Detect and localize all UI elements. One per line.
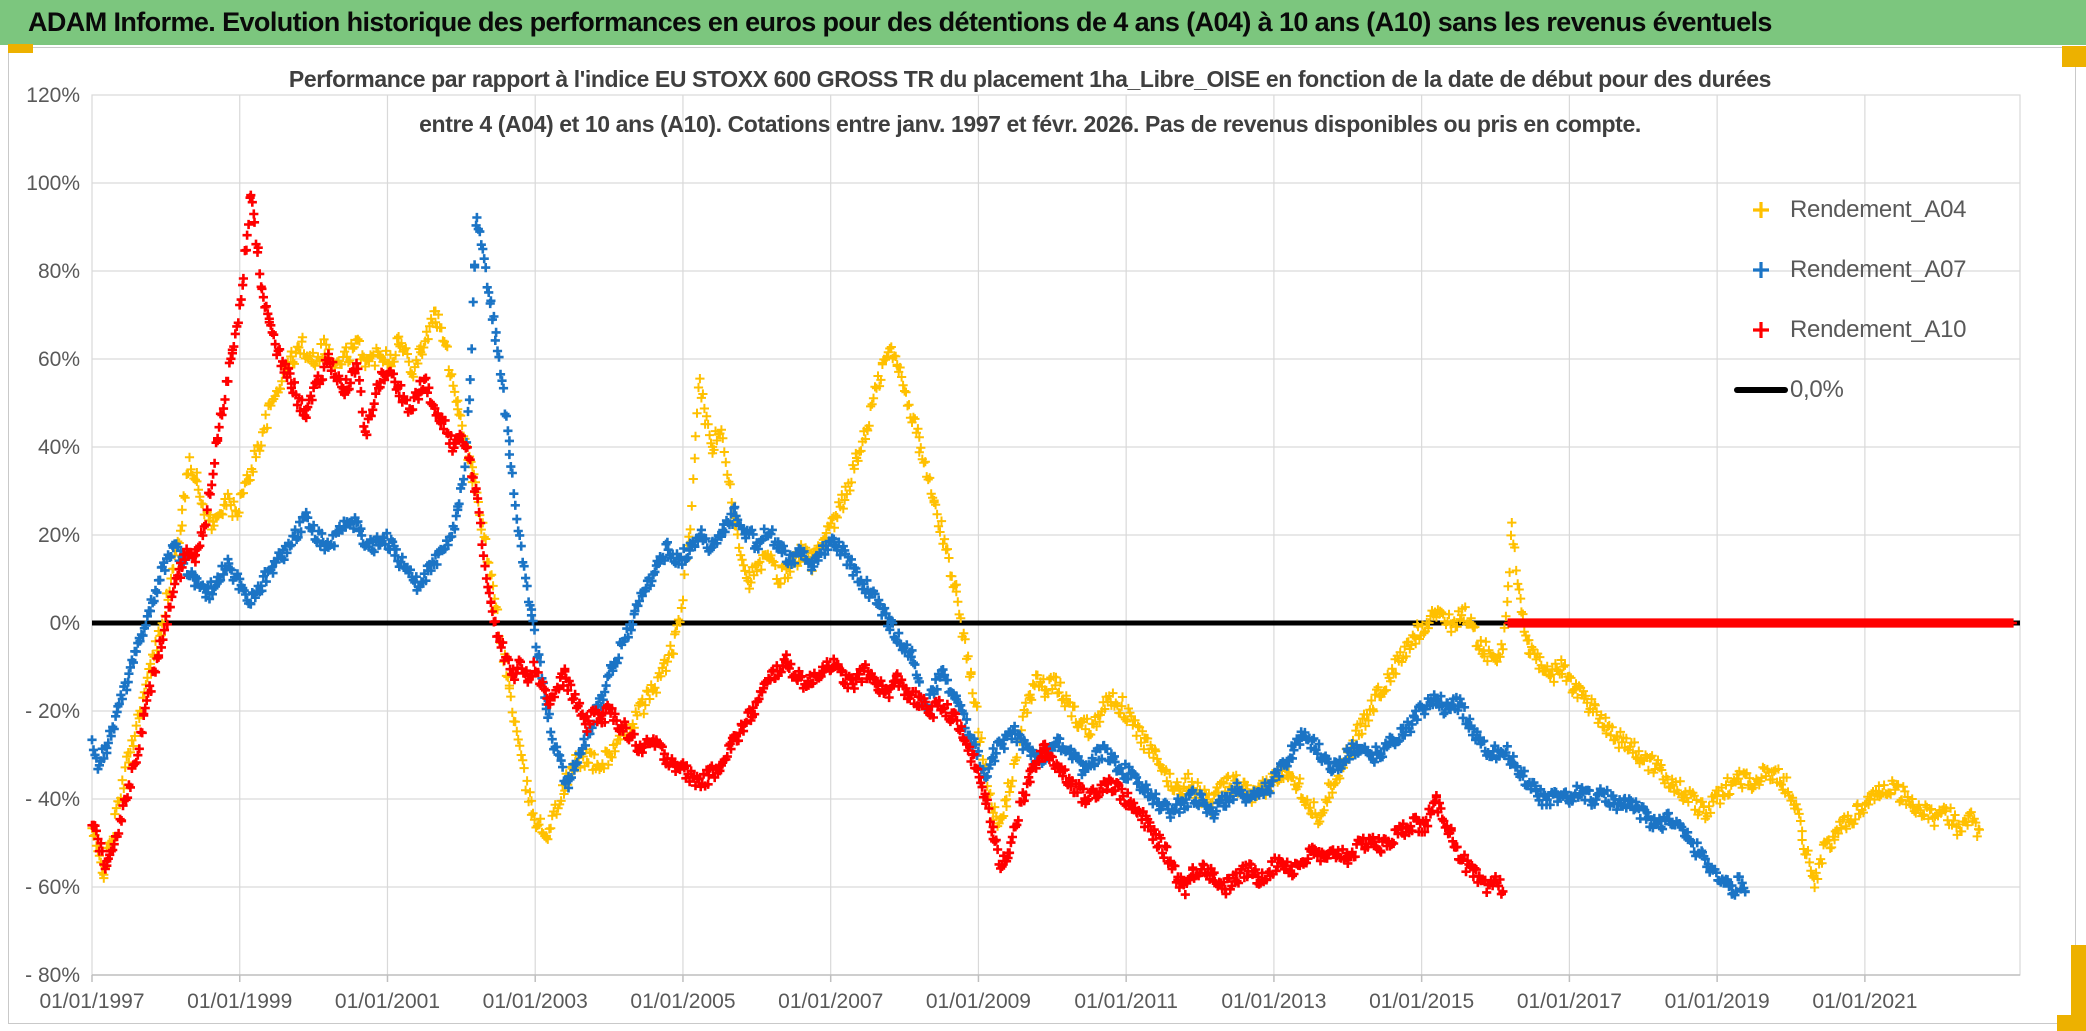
legend-item-rendement-a04[interactable]: Rendement_A04 xyxy=(1734,180,2034,240)
y-tick-label: 80% xyxy=(38,260,80,283)
y-tick-label: - 20% xyxy=(25,700,80,723)
page-title: ADAM Informe. Evolution historique des p… xyxy=(28,7,1772,37)
x-tick-label: 01/01/1997 xyxy=(39,990,144,1013)
zero-line-icon xyxy=(1734,385,1788,395)
y-tick-label: 0% xyxy=(50,612,80,635)
plus-marker-icon xyxy=(1734,259,1788,281)
header-bar: ADAM Informe. Evolution historique des p… xyxy=(0,0,2086,45)
x-tick-label: 01/01/2011 xyxy=(1074,990,1178,1013)
legend-label: Rendement_A04 xyxy=(1790,196,1967,223)
x-tick-label: 01/01/2005 xyxy=(630,990,735,1013)
chart-title: Performance par rapport à l'indice EU ST… xyxy=(95,57,1965,147)
y-tick-label: - 60% xyxy=(25,876,80,899)
legend-item-rendement-a07[interactable]: Rendement_A07 xyxy=(1734,240,2034,300)
series-rendement_a10[interactable] xyxy=(87,190,2017,900)
legend-item-0-0-[interactable]: 0,0% xyxy=(1734,360,2034,420)
x-tick-label: 01/01/2003 xyxy=(483,990,588,1013)
gold-accent-top-left xyxy=(8,44,33,53)
y-tick-label: 120% xyxy=(26,84,80,107)
y-tick-label: 60% xyxy=(38,348,80,371)
y-tick-label: - 40% xyxy=(25,788,80,811)
legend-label: Rendement_A07 xyxy=(1790,256,1967,283)
gold-accent-bottom-right-foot xyxy=(2057,1015,2086,1031)
chart-legend: Rendement_A04 Rendement_A07 Rendement_A10 0… xyxy=(1734,180,2034,420)
x-tick-label: 01/01/2001 xyxy=(335,990,440,1013)
y-tick-label: 40% xyxy=(38,436,80,459)
x-tick-label: 01/01/1999 xyxy=(187,990,292,1013)
x-tick-label: 01/01/2021 xyxy=(1812,990,1917,1013)
x-tick-label: 01/01/2009 xyxy=(926,990,1031,1013)
y-tick-label: 20% xyxy=(38,524,80,547)
gold-accent-bottom-right xyxy=(2071,945,2086,1031)
series-rendement_a07[interactable] xyxy=(87,212,1750,900)
x-tick-label: 01/01/2015 xyxy=(1369,990,1474,1013)
plus-marker-icon xyxy=(1734,319,1788,341)
legend-label: Rendement_A10 xyxy=(1790,316,1967,343)
gold-accent-top-right xyxy=(2062,46,2086,67)
plus-marker-icon xyxy=(1734,199,1788,221)
x-tick-label: 01/01/2017 xyxy=(1517,990,1622,1013)
x-tick-label: 01/01/2019 xyxy=(1665,990,1770,1013)
y-tick-label: 100% xyxy=(26,172,80,195)
chart-title-line2: entre 4 (A04) et 10 ans (A10). Cotations… xyxy=(419,111,1641,137)
y-tick-label: - 80% xyxy=(25,964,80,987)
legend-label: 0,0% xyxy=(1790,376,1844,403)
x-tick-label: 01/01/2013 xyxy=(1221,990,1326,1013)
legend-item-rendement-a10[interactable]: Rendement_A10 xyxy=(1734,300,2034,360)
x-tick-label: 01/01/2007 xyxy=(778,990,883,1013)
chart-title-line1: Performance par rapport à l'indice EU ST… xyxy=(288,66,1772,92)
